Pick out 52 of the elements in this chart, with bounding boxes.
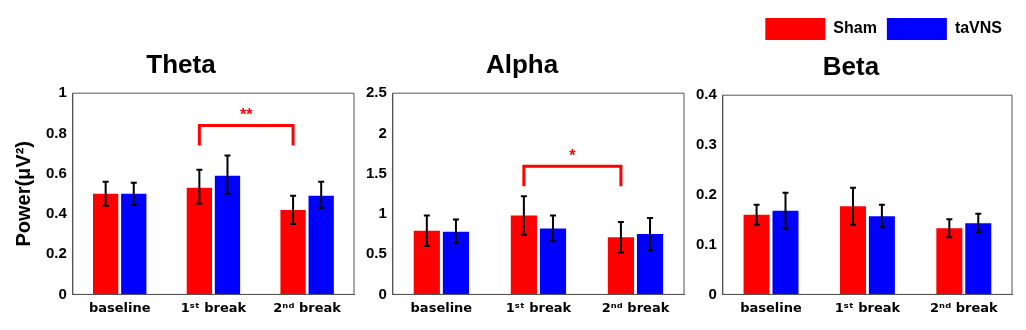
legend-label: taVNS	[954, 19, 1003, 37]
y-tick-label: 2.5	[365, 83, 387, 101]
y-tick-label: 1.5	[365, 163, 387, 181]
bar	[539, 228, 567, 295]
x-tick-label: baseline	[88, 299, 151, 315]
y-axis-title: Power(μV²)	[11, 141, 34, 247]
y-tick-label: 1	[58, 83, 67, 101]
x-tick-label: 1ˢᵗ break	[180, 299, 247, 315]
y-tick-label: 0.4	[45, 204, 68, 222]
x-tick-label: 1ˢᵗ break	[505, 299, 572, 315]
y-tick-label: 0.1	[695, 234, 717, 252]
legend-label: Sham	[833, 19, 877, 37]
y-tick-label: 1	[378, 204, 387, 222]
x-tick-label: 1ˢᵗ break	[834, 299, 901, 315]
bar	[510, 215, 537, 295]
bar	[413, 230, 440, 295]
bar	[280, 209, 306, 295]
y-tick-label: 2	[378, 123, 387, 141]
x-tick-label: 2ⁿᵈ break	[929, 299, 998, 315]
y-tick-label: 0	[708, 284, 717, 302]
x-tick-label: baseline	[740, 299, 803, 315]
x-tick-label: 2ⁿᵈ break	[273, 299, 342, 315]
y-tick-label: 0	[58, 284, 67, 302]
bar	[186, 187, 213, 295]
bar	[743, 214, 770, 295]
y-tick-label: 0	[378, 284, 387, 302]
bar	[308, 195, 334, 295]
bar	[442, 231, 470, 295]
bar	[607, 237, 635, 295]
x-tick-label: 2ⁿᵈ break	[601, 299, 670, 315]
annotation: *	[569, 146, 577, 164]
y-tick-label: 0.8	[45, 123, 67, 141]
bar	[839, 206, 866, 295]
bar	[636, 234, 664, 295]
y-tick-label: 0.2	[695, 184, 717, 202]
y-tick-label: 0.3	[695, 135, 717, 153]
y-tick-label: 0.4	[695, 85, 718, 103]
y-tick-label: 0.2	[45, 244, 67, 262]
bar	[965, 223, 992, 295]
bar	[936, 228, 963, 295]
y-tick-label: 0.6	[45, 163, 67, 181]
bar	[214, 175, 241, 295]
annotation: **	[240, 105, 254, 123]
chart-title: Alpha	[485, 48, 559, 79]
bar	[868, 216, 895, 295]
bar	[121, 193, 147, 295]
bar	[93, 193, 119, 295]
chart-title: Beta	[822, 50, 880, 81]
chart-title: Theta	[146, 48, 217, 79]
y-tick-label: 0.5	[365, 244, 387, 262]
bar	[772, 210, 799, 295]
x-tick-label: baseline	[410, 299, 473, 315]
